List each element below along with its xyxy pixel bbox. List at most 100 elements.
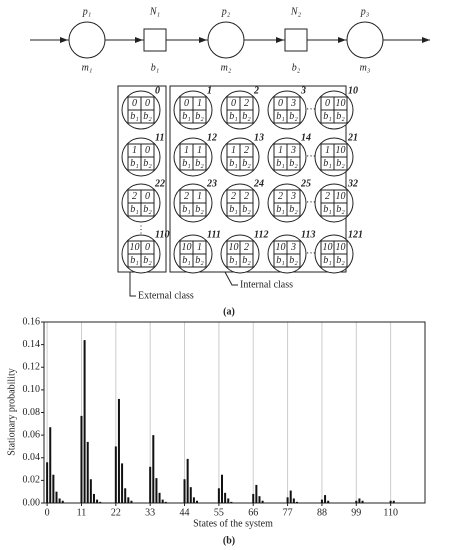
bar — [130, 500, 133, 503]
bar — [55, 491, 58, 503]
state-buffer: b₂ — [195, 111, 204, 122]
state-buffer: b₂ — [336, 111, 345, 122]
bar — [96, 499, 99, 503]
bar — [361, 500, 364, 503]
bar — [161, 499, 164, 503]
state-buffer: b₁ — [130, 158, 138, 169]
state-id: 24 — [253, 178, 264, 189]
bar — [189, 487, 192, 503]
external-leader — [129, 272, 136, 297]
bar — [224, 492, 227, 503]
state-count: 0 — [325, 98, 330, 109]
x-tick-label: 99 — [351, 507, 361, 518]
state-count: 10 — [182, 242, 192, 253]
bar — [221, 474, 224, 503]
state-buffer: b₁ — [182, 204, 190, 215]
bar — [164, 501, 167, 503]
ellipsis: ··· — [306, 104, 316, 115]
machine — [207, 21, 245, 59]
bar — [80, 415, 83, 503]
plot-frame — [43, 321, 426, 504]
state-count: 2 — [244, 145, 249, 156]
x-tick-label: 33 — [145, 507, 155, 518]
internal-box — [169, 85, 347, 273]
state-count: 3 — [290, 191, 296, 202]
state-buffer: b₂ — [242, 111, 251, 122]
state-buffer: b₁ — [229, 111, 237, 122]
node-bottom: b₁ — [151, 62, 159, 73]
state-id: 110 — [155, 229, 169, 240]
bar — [289, 490, 292, 503]
state-id: 32 — [347, 178, 358, 189]
buffer — [284, 28, 308, 52]
state-buffer: b₁ — [130, 111, 138, 122]
state-buffer: b₁ — [276, 255, 284, 266]
state-buffer: b₂ — [336, 204, 345, 215]
x-tick-label: 22 — [111, 507, 121, 518]
state-buffer: b₂ — [195, 158, 204, 169]
state-id: 14 — [301, 132, 311, 143]
x-tick-label: 44 — [180, 507, 190, 518]
bar — [58, 498, 61, 503]
bar — [295, 501, 298, 503]
state-count: 1 — [231, 145, 236, 156]
caption-a: (a) — [223, 306, 235, 317]
state-id: 10 — [348, 85, 358, 96]
machine — [346, 21, 384, 59]
state-buffer: b₁ — [182, 111, 190, 122]
state-count: 10 — [336, 145, 346, 156]
state-id: 111 — [207, 229, 221, 240]
state-count: 2 — [244, 98, 249, 109]
y-tick-label: 0.16 — [23, 316, 41, 327]
y-axis-label: Stationary probability — [6, 368, 17, 456]
bar — [92, 493, 95, 503]
bar — [261, 500, 264, 503]
state-buffer: b₁ — [323, 158, 331, 169]
state-count: 0 — [145, 145, 150, 156]
x-axis-label: States of the system — [193, 518, 273, 529]
state-buffer: b₂ — [289, 204, 298, 215]
internal-label: Internal class — [240, 279, 293, 290]
state-count: 3 — [290, 145, 296, 156]
x-tick-label: 11 — [77, 507, 87, 518]
bar — [158, 492, 161, 503]
y-tick-label: 0.10 — [23, 384, 41, 395]
state-count: 1 — [325, 145, 330, 156]
state-count: 1 — [278, 145, 283, 156]
state-count: 10 — [336, 191, 346, 202]
state-count: 10 — [229, 242, 239, 253]
bar — [358, 498, 361, 503]
state-id: 2 — [253, 85, 259, 96]
state-buffer: b₂ — [242, 204, 251, 215]
bar — [49, 427, 52, 503]
state-buffer: b₂ — [143, 158, 152, 169]
x-tick-label: 66 — [248, 507, 258, 518]
state-buffer: b₁ — [182, 158, 190, 169]
state-buffer: b₂ — [195, 255, 204, 266]
bar — [121, 463, 124, 503]
x-tick-label: 110 — [383, 507, 398, 518]
bar — [127, 497, 130, 503]
bar — [389, 500, 392, 503]
bar — [61, 500, 64, 503]
state-count: 0 — [145, 98, 150, 109]
ellipsis: ··· — [306, 248, 316, 259]
state-buffer: b₂ — [143, 204, 152, 215]
vertical-dots: ⋮ — [136, 224, 146, 235]
state-count: 10 — [323, 242, 333, 253]
state-buffer: b₂ — [289, 111, 298, 122]
state-buffer: b₁ — [323, 255, 331, 266]
x-tick-label: 0 — [45, 507, 50, 518]
state-count: 1 — [132, 145, 137, 156]
bar — [52, 474, 55, 503]
state-id: 25 — [300, 178, 311, 189]
state-buffer: b₁ — [323, 111, 331, 122]
y-tick-label: 0.14 — [23, 339, 41, 350]
state-count: 0 — [145, 191, 150, 202]
state-count: 1 — [184, 145, 189, 156]
y-tick-label: 0.12 — [23, 362, 41, 373]
bar — [89, 479, 92, 503]
state-buffer: b₁ — [130, 255, 138, 266]
bar — [230, 501, 233, 503]
